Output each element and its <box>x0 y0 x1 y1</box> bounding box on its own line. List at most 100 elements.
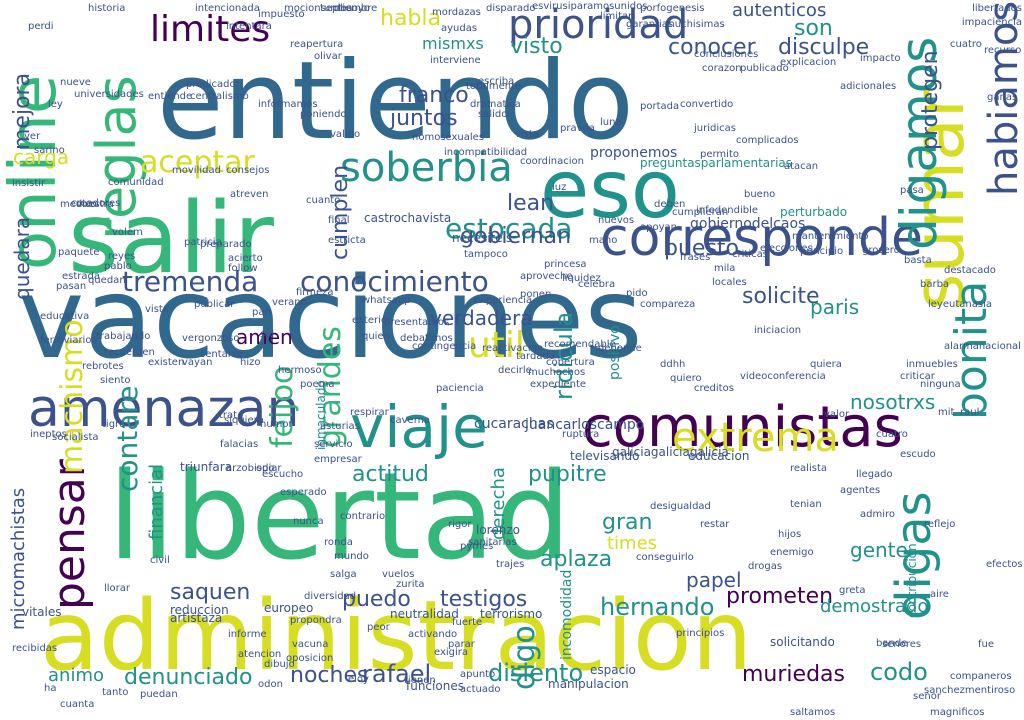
word-267: disparado <box>486 3 536 14</box>
word-20: soberbia <box>340 145 513 191</box>
word-122: hijos <box>778 529 802 540</box>
word-91: televisando <box>570 449 640 463</box>
word-120: compareza <box>640 299 696 310</box>
word-198: principio <box>800 246 844 257</box>
word-284: convertido <box>680 99 734 110</box>
word-23: conocimiento <box>300 265 489 298</box>
word-126: totalmente <box>466 81 522 92</box>
word-41: gobiernan <box>460 224 572 249</box>
word-112: vergonzoso <box>182 333 240 344</box>
word-175: inmuebles <box>906 359 958 370</box>
word-296: elecciones <box>760 243 813 254</box>
word-69: noches <box>290 663 369 688</box>
word-51: feijoo <box>265 365 300 448</box>
word-318: bande <box>876 638 908 649</box>
word-234: pan <box>252 307 271 318</box>
word-266: mordazas <box>432 7 481 18</box>
word-285: pasa <box>900 185 924 196</box>
word-8: amenazan <box>28 379 300 439</box>
word-45: verdadera <box>430 306 533 330</box>
word-86: perturbado <box>780 205 848 219</box>
word-324: reyes <box>108 251 136 262</box>
word-123: sanitarias <box>468 537 517 548</box>
word-144: empresar <box>314 454 362 465</box>
word-288: publicar <box>194 299 235 310</box>
word-74: protegen <box>918 50 943 150</box>
word-323: creadores <box>71 198 121 209</box>
word-222: patricia <box>184 237 222 248</box>
word-321: ganas <box>987 92 1018 103</box>
word-71: animo <box>48 665 104 686</box>
word-294: creditos <box>694 383 734 394</box>
word-286: movilidad <box>172 165 221 176</box>
word-70: denunciado <box>124 665 253 690</box>
word-110: nuevos <box>598 215 635 226</box>
word-12: limites <box>150 9 271 50</box>
word-61: prometen <box>726 584 834 609</box>
word-131: porfogenesis <box>640 3 705 14</box>
word-168: drogas <box>748 561 783 572</box>
word-233: hizo <box>240 357 261 368</box>
word-209: pravda <box>560 123 595 134</box>
word-247: llorar <box>104 583 131 594</box>
word-249: vacuna <box>292 639 329 650</box>
word-246: tigre <box>102 419 126 430</box>
word-34: juntos <box>390 106 458 131</box>
word-187: hermoso <box>278 365 322 376</box>
word-44: paris <box>810 295 860 319</box>
word-153: odon <box>258 679 283 690</box>
word-240: celebra <box>578 279 616 290</box>
word-89: galiciagaliciagalicia <box>612 445 729 459</box>
word-37: carga <box>13 145 70 169</box>
word-220: preparado <box>200 239 252 250</box>
word-335: vista <box>515 129 539 140</box>
word-189: sol <box>260 329 275 340</box>
word-245: socialista <box>52 432 99 443</box>
word-135: follow <box>228 263 258 274</box>
word-46: util <box>468 325 525 366</box>
word-213: incompatibilidad <box>444 147 528 158</box>
word-29: disculpe <box>778 35 870 60</box>
word-154: eloy <box>348 674 369 685</box>
word-97: terrorismo <box>480 607 543 621</box>
word-107: sanchezmentiroso <box>924 685 1016 696</box>
word-225: pasan <box>56 281 87 292</box>
word-258: universidades <box>74 89 144 100</box>
word-96: manipulacion <box>548 677 629 691</box>
word-87: necesiteis <box>452 231 513 245</box>
word-230: siento <box>100 375 131 386</box>
word-149: vuelos <box>382 569 415 580</box>
word-299: falacias <box>220 439 259 450</box>
word-1: entiendo <box>157 39 634 164</box>
word-261: impuesto <box>258 9 305 20</box>
word-141: respirar <box>350 407 389 418</box>
word-313: ha <box>44 683 57 694</box>
word-174: alarmanacional <box>944 341 1021 352</box>
word-28: son <box>794 16 833 41</box>
word-108: companeros <box>950 671 1012 682</box>
word-53: contare <box>111 385 144 492</box>
word-322: sarino <box>34 145 65 156</box>
word-237: estricta <box>328 235 366 246</box>
word-128: intencionada <box>195 3 260 14</box>
word-244: ineptos <box>30 429 67 440</box>
word-152: dibujo <box>264 659 295 670</box>
word-5: eso <box>540 143 680 236</box>
word-130: muchisimas <box>665 19 725 30</box>
word-257: ver <box>24 131 41 142</box>
word-133: impaciencia <box>961 17 1022 28</box>
word-184: paciencia <box>436 383 484 394</box>
word-238: princesa <box>544 259 587 270</box>
word-43: solicite <box>742 284 820 309</box>
word-218: volem <box>112 227 143 238</box>
word-202: deben <box>654 199 686 210</box>
word-50: pupitre <box>528 462 607 487</box>
word-102: vitales <box>22 605 62 619</box>
word-151: atencion <box>238 649 282 660</box>
word-94: contribucion <box>905 543 919 618</box>
word-263: intentara <box>226 21 272 32</box>
word-250: oposicion <box>286 653 334 664</box>
word-132: libertades <box>972 3 1022 14</box>
word-327: trat <box>219 410 238 421</box>
